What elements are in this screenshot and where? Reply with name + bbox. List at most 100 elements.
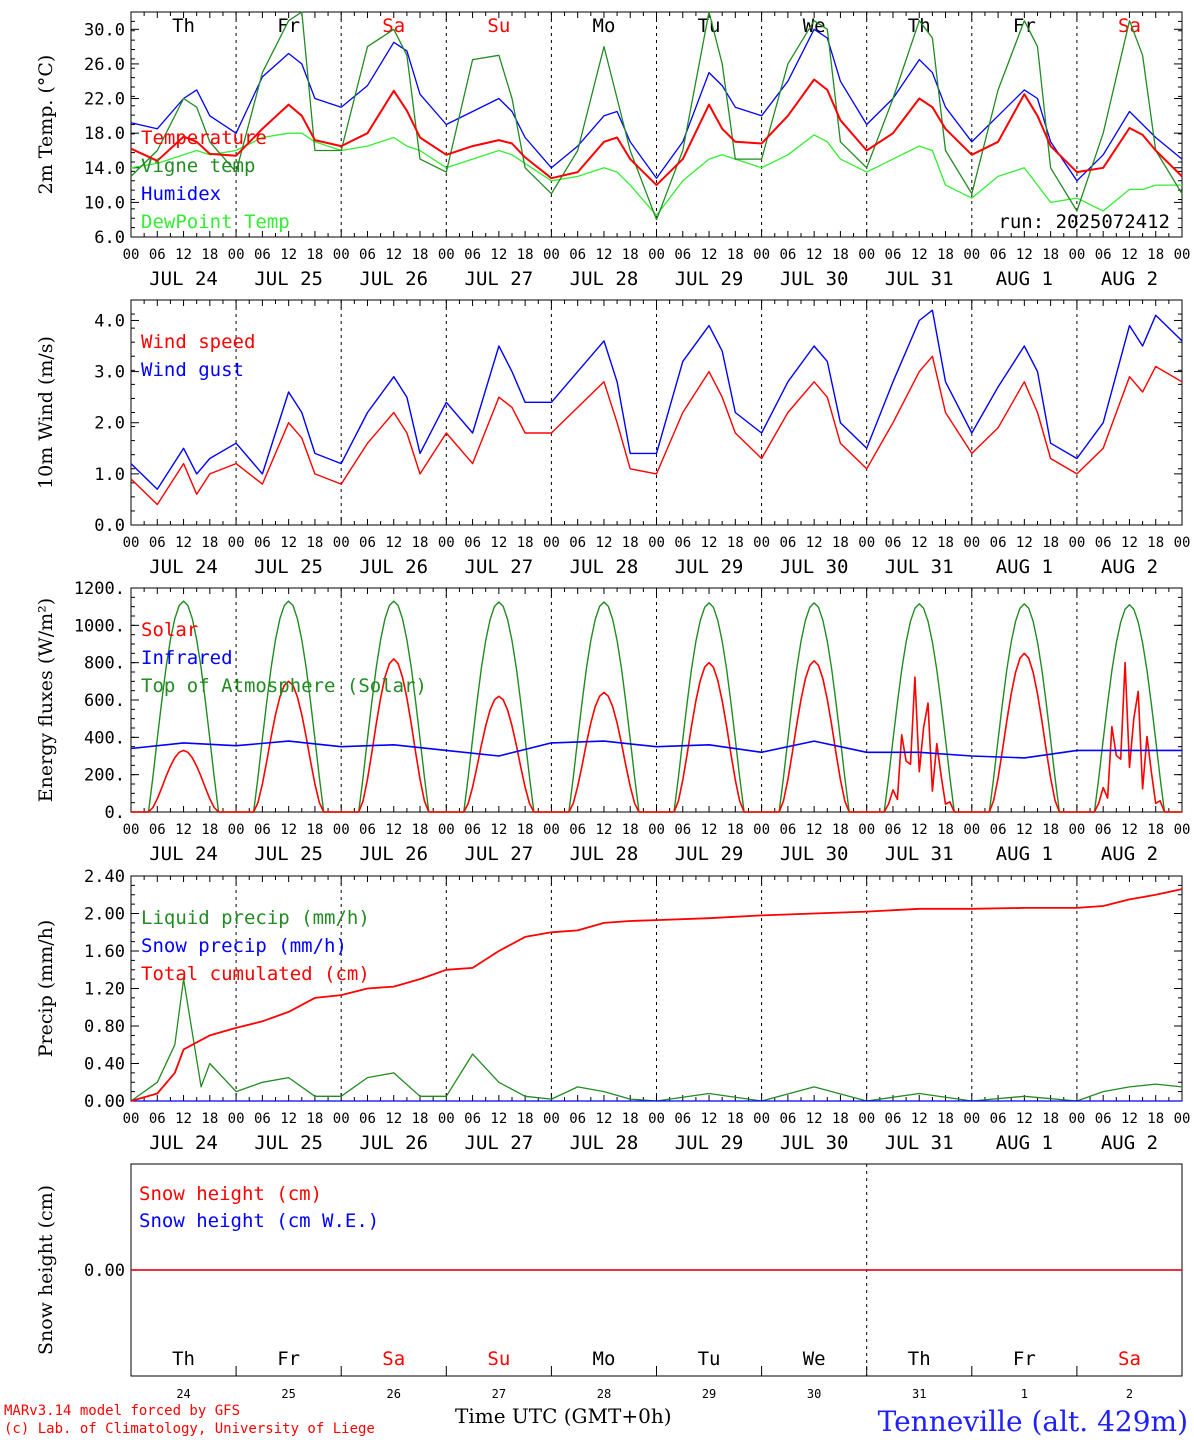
x-hour-label: 18: [306, 535, 323, 551]
x-hour-label: 12: [280, 1111, 297, 1127]
x-hour-label: 00: [123, 535, 140, 551]
y-axis-label: Snow height (cm): [35, 1185, 57, 1355]
x-date-label: JUL 31: [885, 556, 954, 578]
x-date-label: JUL 31: [885, 843, 954, 865]
x-hour-label: 00: [228, 822, 245, 838]
panel-temperature: 6.0 10.0 14.0 18.0 22.0 26.0 30.0 2m Temp. (°C)…: [35, 11, 1190, 290]
x-hour-label: 12: [175, 1111, 192, 1127]
x-date-label: JUL 30: [780, 268, 849, 290]
x-date-label: JUL 30: [780, 1132, 849, 1154]
x-hour-label: 00: [648, 822, 665, 838]
weekday-label: Su: [487, 15, 510, 37]
x-hour-label: 18: [937, 535, 954, 551]
x-hour-label: 18: [1147, 822, 1164, 838]
x-date-label: JUL 27: [465, 1132, 534, 1154]
x-hour-label: 12: [280, 247, 297, 263]
x-date-label: JUL 27: [465, 556, 534, 578]
x-hour-label: 12: [1121, 822, 1138, 838]
y-tick-label: 0.0: [94, 516, 125, 536]
x-hour-label: 18: [517, 535, 534, 551]
legend-entry: Wind speed: [141, 331, 255, 353]
legend-entry: Liquid precip (mm/h): [141, 907, 370, 929]
x-hour-label: 06: [569, 1111, 586, 1127]
x-date-label: AUG 1: [996, 1132, 1053, 1154]
legend-entry: Humidex: [141, 183, 221, 205]
day-number-label: 30: [807, 1387, 821, 1401]
y-tick-label: 0.80: [84, 1017, 125, 1037]
y-tick-label: 1.20: [84, 980, 125, 1000]
x-hour-label: 12: [806, 822, 823, 838]
x-date-label: JUL 29: [675, 1132, 744, 1154]
x-hour-label: 18: [201, 247, 218, 263]
panel-energy: 0. 200. 400. 600. 800. 1000. 1200. Energy fluxe…: [35, 579, 1190, 865]
x-hour-label: 00: [648, 1111, 665, 1127]
weekday-label: Mo: [593, 1348, 616, 1370]
x-hour-label: 18: [832, 247, 849, 263]
x-date-label: JUL 25: [254, 1132, 323, 1154]
day-number-label: 31: [912, 1387, 926, 1401]
day-number-label: 28: [597, 1387, 611, 1401]
weekday-label: Sa: [382, 1348, 405, 1370]
x-date-label: JUL 25: [254, 843, 323, 865]
x-hour-label: 00: [543, 247, 560, 263]
day-number-label: 2: [1126, 1387, 1133, 1401]
x-hour-label: 06: [254, 1111, 271, 1127]
station-name: Tenneville (alt. 429m): [877, 1405, 1188, 1438]
x-hour-label: 18: [622, 247, 639, 263]
series-line-liquid-precip-mm-h-: [130, 978, 1183, 1102]
y-tick-label: 1200.: [74, 579, 125, 599]
x-hour-label: 06: [990, 247, 1007, 263]
series-line-humidex: [130, 28, 1183, 182]
legend-entry: Infrared: [141, 647, 233, 669]
series-line-dewpoint-temp: [130, 132, 1182, 217]
x-hour-label: 12: [596, 822, 613, 838]
x-hour-label: 12: [490, 247, 507, 263]
legend-entry: Temperature: [141, 127, 267, 149]
x-hour-label: 18: [412, 822, 429, 838]
x-date-label: JUL 24: [149, 268, 218, 290]
x-hour-label: 00: [1174, 822, 1191, 838]
x-date-label: JUL 24: [149, 1132, 218, 1154]
x-date-label: JUL 31: [885, 268, 954, 290]
x-hour-label: 00: [1068, 247, 1085, 263]
x-hour-label: 18: [306, 1111, 323, 1127]
x-hour-label: 06: [254, 535, 271, 551]
x-hour-label: 00: [858, 535, 875, 551]
weekday-label: Th: [172, 15, 195, 37]
weekday-label: Fr: [277, 15, 300, 37]
legend-entry: Snow height (cm): [139, 1183, 322, 1205]
x-hour-label: 06: [464, 1111, 481, 1127]
x-hour-label: 00: [438, 535, 455, 551]
y-tick-label: 26.0: [84, 55, 125, 75]
y-tick-label: 3.0: [94, 363, 125, 383]
x-hour-label: 18: [517, 1111, 534, 1127]
x-hour-label: 06: [1095, 247, 1112, 263]
y-tick-label: 6.0: [94, 228, 125, 248]
x-hour-label: 12: [175, 247, 192, 263]
day-number-label: 27: [492, 1387, 506, 1401]
x-hour-label: 18: [1147, 247, 1164, 263]
x-hour-label: 06: [254, 822, 271, 838]
y-tick-label: 4.0: [94, 311, 125, 331]
x-hour-label: 18: [832, 822, 849, 838]
x-hour-label: 06: [359, 535, 376, 551]
day-number-label: 26: [387, 1387, 401, 1401]
y-tick-label: 22.0: [84, 90, 125, 110]
model-credit: MARv3.14 model forced by GFS: [4, 1403, 241, 1419]
x-hour-label: 00: [963, 535, 980, 551]
y-tick-label: 1000.: [74, 616, 125, 636]
x-hour-label: 12: [1016, 822, 1033, 838]
y-tick-label: 18.0: [84, 124, 125, 144]
x-hour-label: 00: [858, 247, 875, 263]
series-line-wind-speed: [130, 355, 1183, 506]
x-date-label: JUL 27: [465, 268, 534, 290]
weekday-label: Sa: [1118, 1348, 1141, 1370]
x-hour-label: 18: [622, 535, 639, 551]
x-hour-label: 18: [1147, 535, 1164, 551]
x-hour-label: 12: [1016, 247, 1033, 263]
series-line-infrared: [130, 740, 1182, 759]
x-hour-label: 00: [648, 247, 665, 263]
x-hour-label: 00: [1174, 535, 1191, 551]
x-date-label: JUL 26: [359, 268, 428, 290]
